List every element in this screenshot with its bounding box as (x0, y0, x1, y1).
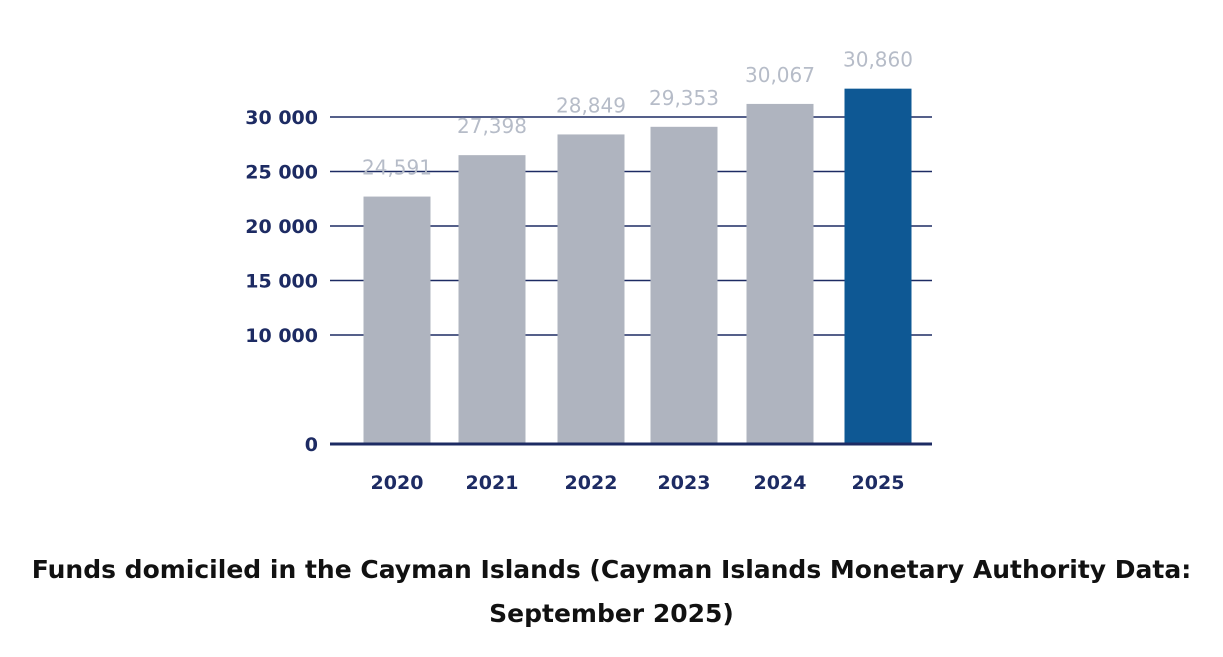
y-tick-label: 25 000 (245, 162, 318, 184)
data-label: 28,849 (556, 93, 626, 117)
y-tick-label: 30 000 (245, 107, 318, 129)
bar (650, 126, 718, 443)
x-tick-label: 2024 (754, 472, 807, 494)
data-label: 24,591 (362, 156, 432, 180)
data-label: 30,860 (843, 48, 913, 72)
bars (363, 88, 912, 443)
data-label: 29,353 (649, 86, 719, 110)
y-tick-label: 0 (305, 434, 318, 456)
x-axis-ticks: 2020 2021 2022 2023 2024 2025 (371, 472, 905, 494)
bar (458, 155, 526, 443)
y-tick-label: 10 000 (245, 325, 318, 347)
bar (844, 88, 912, 443)
y-tick-label: 20 000 (245, 216, 318, 238)
y-axis-ticks: 0 10 000 15 000 20 000 25 000 30 000 (245, 107, 318, 456)
x-tick-label: 2021 (466, 472, 519, 494)
x-tick-label: 2025 (852, 472, 905, 494)
y-tick-label: 15 000 (245, 271, 318, 293)
chart-caption: Funds domiciled in the Cayman Islands (C… (31, 555, 1192, 628)
bar (746, 103, 814, 443)
bar (363, 196, 431, 443)
x-tick-label: 2022 (565, 472, 618, 494)
x-tick-label: 2023 (658, 472, 711, 494)
data-label: 30,067 (745, 63, 815, 87)
bar (557, 134, 625, 443)
x-tick-label: 2020 (371, 472, 424, 494)
bar-chart: 0 10 000 15 000 20 000 25 000 30 000 2020 2021… (245, 48, 932, 494)
data-label: 27,398 (457, 114, 527, 138)
data-labels: 24,591 27,398 28,849 29,353 30,067 30,860 (362, 48, 913, 180)
